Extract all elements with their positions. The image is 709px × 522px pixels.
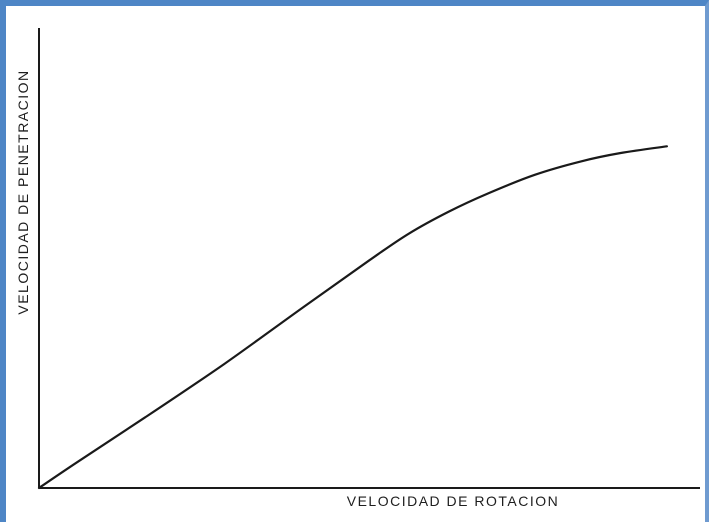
y-axis-title: VELOCIDAD DE PENETRACION xyxy=(15,69,31,314)
series-line-1 xyxy=(37,145,668,490)
x-axis-title: VELOCIDAD DE ROTACION xyxy=(347,493,560,509)
series-layer xyxy=(37,145,668,490)
